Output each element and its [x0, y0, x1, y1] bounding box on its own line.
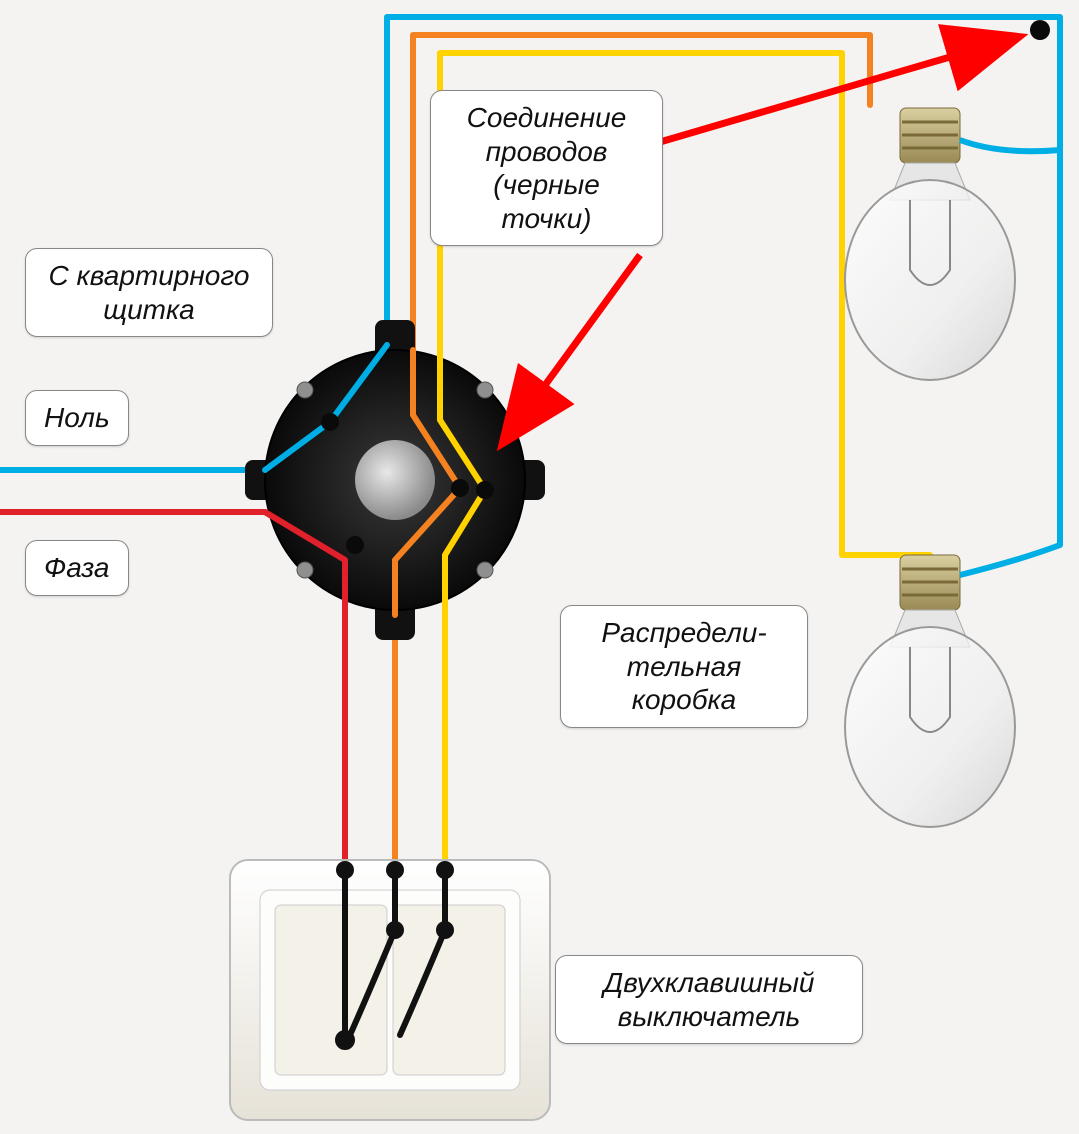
label-wire-join: Соединение проводов (черные точки): [430, 90, 663, 246]
label-text: Двухклавишный: [604, 967, 815, 998]
label-text: Распредели-: [601, 617, 766, 648]
label-from-panel: С квартирного щитка: [25, 248, 273, 337]
label-junction-box: Распредели- тельная коробка: [560, 605, 808, 728]
label-text: тельная: [627, 651, 741, 682]
bulb-bottom-icon: [845, 545, 1060, 827]
label-text: проводов: [486, 136, 608, 167]
label-text: (черные: [493, 169, 600, 200]
label-text: С квартирного: [49, 260, 250, 291]
label-text: Ноль: [44, 402, 110, 433]
label-neutral: Ноль: [25, 390, 129, 446]
label-text: Фаза: [44, 552, 110, 583]
label-text: Соединение: [467, 102, 627, 133]
label-text: щитка: [103, 294, 195, 325]
bulb-top-icon: [845, 80, 1060, 380]
label-text: выключатель: [618, 1001, 801, 1032]
label-phase: Фаза: [25, 540, 129, 596]
label-text: коробка: [632, 684, 736, 715]
double-switch-icon: [230, 860, 550, 1120]
label-double-switch: Двухклавишный выключатель: [555, 955, 863, 1044]
label-text: точки): [502, 203, 592, 234]
